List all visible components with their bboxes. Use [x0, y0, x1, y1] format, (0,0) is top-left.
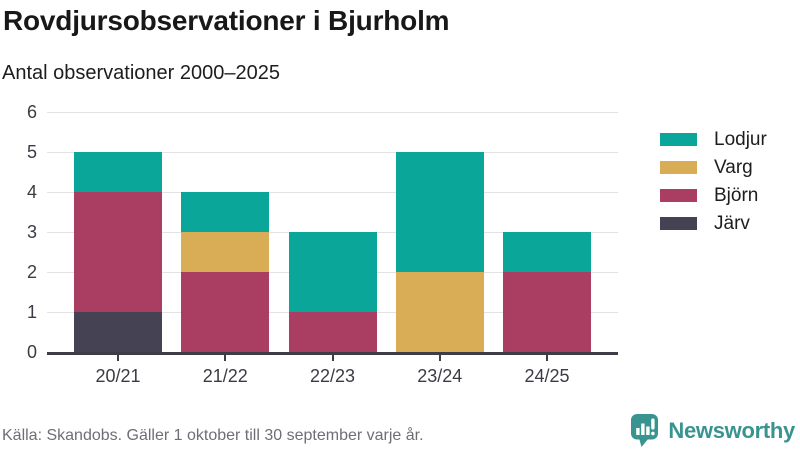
source-note: Källa: Skandobs. Gäller 1 oktober till 3… — [2, 427, 424, 444]
legend-swatch-lodjur — [660, 133, 697, 146]
bar-segment-lodjur-22/23 — [288, 232, 377, 312]
bar-23/24 — [395, 152, 484, 352]
chart-subtitle: Antal observationer 2000–2025 — [2, 62, 280, 84]
bar-segment-björn-22/23 — [288, 312, 377, 352]
y-axis-tick-label-0: 0 — [26, 342, 37, 362]
x-tick-23/24 — [438, 355, 441, 361]
x-tick-22/23 — [331, 355, 334, 361]
bar-segment-lodjur-23/24 — [395, 152, 484, 272]
bar-22/23 — [288, 232, 377, 352]
x-tick-24/25 — [546, 355, 548, 361]
bar-segment-järv-20/21 — [74, 312, 162, 352]
bar-segment-varg-21/22 — [181, 232, 270, 272]
x-axis-label-24/25: 24/25 — [524, 366, 570, 386]
brand: Newsworthy — [630, 413, 795, 448]
legend-label-varg: Varg — [714, 157, 753, 178]
x-tick-slot-23/24 — [396, 355, 484, 361]
plot-area: 20/21 21/22 22/23 23/24 24/25 0 1 2 3 4 5 6 — [27, 103, 618, 386]
x-axis-label-20/21: 20/21 — [95, 366, 141, 386]
bar-segment-björn-24/25 — [503, 272, 591, 352]
x-ticks-row — [47, 355, 618, 361]
legend-label-lodjur: Lodjur — [714, 129, 767, 150]
bar-segment-lodjur-21/22 — [181, 192, 270, 232]
bar-24/25 — [503, 232, 591, 352]
x-tick-slot-20/21 — [74, 355, 162, 361]
legend-label-björn: Björn — [714, 185, 759, 206]
bar-segment-lodjur-20/21 — [74, 152, 162, 192]
bar-segment-björn-21/22 — [181, 272, 270, 352]
bar-segment-varg-23/24 — [395, 272, 484, 352]
brand-name: Newsworthy — [668, 417, 795, 443]
legend-swatch-varg — [660, 161, 697, 174]
y-axis-tick-label-5: 5 — [26, 142, 37, 162]
y-axis-tick-label-2: 2 — [26, 262, 37, 282]
legend-item-varg: Varg — [660, 157, 767, 178]
legend-swatch-järv — [660, 217, 697, 230]
gridline-y6 — [47, 112, 618, 113]
y-axis-tick-label-3: 3 — [26, 222, 37, 242]
legend-swatch-björn — [660, 189, 697, 202]
bar-segment-lodjur-24/25 — [503, 232, 591, 272]
x-tick-slot-22/23 — [289, 355, 377, 361]
y-axis-tick-label-1: 1 — [26, 302, 37, 322]
legend-label-järv: Järv — [714, 213, 750, 234]
legend-item-lodjur: Lodjur — [660, 129, 767, 150]
x-tick-slot-21/22 — [181, 355, 269, 361]
bars-container — [47, 112, 618, 352]
x-tick-slot-24/25 — [503, 355, 591, 361]
x-axis-line — [47, 352, 618, 355]
x-labels-row: 20/21 21/22 22/23 23/24 24/25 — [47, 366, 618, 387]
y-axis-tick-label-6: 6 — [26, 102, 37, 122]
x-axis-label-22/23: 22/23 — [309, 366, 356, 386]
gridline-y4 — [47, 192, 618, 193]
bar-segment-björn-20/21 — [74, 192, 162, 312]
legend-item-järv: Järv — [660, 213, 767, 234]
newsworthy-logo-icon — [631, 414, 659, 447]
legend: Lodjur Varg Björn Järv — [660, 129, 767, 245]
page-title: Rovdjursobservationer i Bjurholm — [3, 5, 450, 36]
x-axis-label-21/22: 21/22 — [202, 366, 248, 386]
gridline-y5 — [47, 152, 618, 153]
y-axis-tick-label-4: 4 — [26, 182, 37, 202]
bar-21/22 — [181, 192, 270, 352]
bar-20/21 — [74, 152, 162, 352]
x-tick-20/21 — [117, 355, 119, 361]
x-tick-21/22 — [224, 355, 227, 361]
legend-item-björn: Björn — [660, 185, 767, 206]
x-axis-label-23/24: 23/24 — [417, 366, 463, 386]
